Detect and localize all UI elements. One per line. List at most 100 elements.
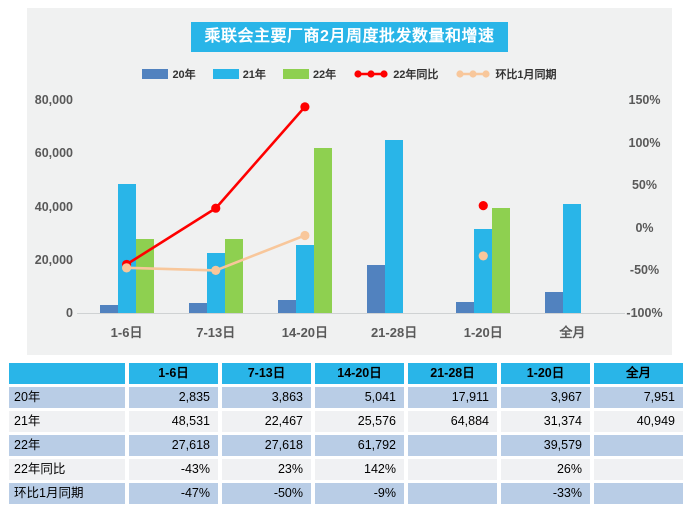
table-cell: 142%: [315, 459, 404, 480]
bar-21年-1-20日: [474, 229, 493, 313]
x-axis-label-21-28日: 21-28日: [370, 325, 418, 340]
bar-21年-全月: [563, 203, 582, 313]
legend-bar-swatch-icon: [282, 69, 309, 79]
table-cell: 23%: [222, 459, 311, 480]
chart-title: 乘联会主要厂商2月周度批发数量和增速: [190, 22, 509, 52]
marker-环比1月同期-7-13日: [211, 265, 221, 275]
legend-label: 21年: [242, 69, 266, 81]
table-cell: -50%: [222, 483, 311, 504]
table-cell: 25,576: [315, 411, 404, 432]
table-cell: 61,792: [315, 435, 404, 456]
table-row: 21年 48,531 22,467 25,576 64,884 31,374 4…: [9, 411, 683, 432]
table-cell: -9%: [315, 483, 404, 504]
table-cell: 3,863: [222, 387, 311, 408]
bar-20年-全月: [545, 291, 564, 313]
marker-22年同比-1-20日: [478, 201, 488, 211]
legend-item: 22年同比: [353, 66, 438, 82]
marker-环比1月同期-1-20日: [478, 251, 488, 261]
chart-legend: 20年 21年 22年 22年同比 环比1月同期: [27, 66, 672, 82]
table-cell: [408, 483, 497, 504]
bar-22年-1-20日: [492, 207, 511, 313]
marker-22年同比-14-20日: [300, 102, 310, 112]
table-row-label: 20年: [9, 387, 125, 408]
left-axis-tick: 0: [66, 306, 73, 320]
table-cell: [594, 483, 683, 504]
legend-label: 22年: [312, 69, 337, 81]
x-axis-label-1-6日: 1-6日: [110, 325, 143, 340]
table-cell: 17,911: [408, 387, 497, 408]
line-series-overlay: [121, 102, 488, 275]
table-cell: 40,949: [594, 411, 683, 432]
plot-area: [82, 100, 617, 313]
table-header-cell: 7-13日: [222, 363, 311, 384]
right-axis-tick: 100%: [628, 135, 661, 150]
legend-line-swatch-icon: [354, 70, 388, 78]
table-header-cell: 1-20日: [501, 363, 590, 384]
marker-22年同比-7-13日: [211, 203, 221, 213]
table-cell: 3,967: [501, 387, 590, 408]
table-cell: -33%: [501, 483, 590, 504]
legend-bar-swatch-icon: [142, 69, 169, 79]
table-cell: 2,835: [129, 387, 218, 408]
table-header-cell: 21-28日: [408, 363, 497, 384]
table-cell: -47%: [129, 483, 218, 504]
right-axis-tick: 150%: [628, 93, 661, 107]
bar-20年-1-20日: [456, 302, 475, 313]
table-header-cell: [9, 363, 125, 384]
x-axis-label-1-20日: 1-20日: [463, 325, 503, 340]
x-axis-label-全月: 全月: [559, 325, 586, 340]
table-cell: 31,374: [501, 411, 590, 432]
left-axis-tick: 20,000: [34, 252, 73, 267]
legend-label: 22年同比: [393, 69, 439, 81]
legend-label: 20年: [172, 69, 196, 81]
legend-item: 22年: [282, 66, 337, 82]
table-header-cell: 1-6日: [129, 363, 218, 384]
right-axis-tick: -50%: [629, 263, 660, 278]
x-axis-label-14-20日: 14-20日: [281, 325, 329, 340]
marker-环比1月同期-1-6日: [121, 263, 132, 273]
table-cell: 5,041: [315, 387, 404, 408]
table-cell: 7,951: [594, 387, 683, 408]
table-row-label: 22年同比: [9, 459, 125, 480]
right-axis-tick: -100%: [626, 306, 663, 320]
table-row: 22年 27,618 27,618 61,792 39,579: [9, 435, 683, 456]
line-环比1月同期: [126, 234, 306, 272]
right-axis-tick: 50%: [631, 178, 658, 193]
bar-21年-21-28日: [385, 140, 404, 313]
line-22年同比: [125, 105, 306, 266]
left-axis-tick: 40,000: [34, 199, 73, 214]
bar-22年-1-6日: [135, 239, 154, 313]
table-row: 环比1月同期 -47% -50% -9% -33%: [9, 483, 683, 504]
table-header-cell: 14-20日: [315, 363, 404, 384]
chart-title-row: 乘联会主要厂商2月周度批发数量和增速: [27, 22, 672, 52]
table-row-label: 22年: [9, 435, 125, 456]
bar-22年-7-13日: [224, 239, 243, 313]
x-axis-line: [77, 313, 625, 314]
legend-label: 环比1月同期: [495, 69, 557, 81]
table-cell: [408, 459, 497, 480]
bar-21年-14-20日: [295, 244, 314, 313]
table-cell: [594, 459, 683, 480]
legend-item: 20年: [142, 66, 196, 82]
bar-20年-1-6日: [99, 305, 118, 313]
table-cell: 27,618: [222, 435, 311, 456]
x-axis-label-7-13日: 7-13日: [196, 325, 236, 340]
summary-table: 1-6日 7-13日 14-20日 21-28日 1-20日 全月 20年 2,…: [5, 360, 687, 507]
table-cell: -43%: [129, 459, 218, 480]
legend-bar-swatch-icon: [212, 69, 239, 79]
table-cell: [408, 435, 497, 456]
table-row-label: 21年: [9, 411, 125, 432]
bar-20年-7-13日: [188, 302, 207, 313]
table-cell: 39,579: [501, 435, 590, 456]
table-cell: 26%: [501, 459, 590, 480]
table-row: 20年 2,835 3,863 5,041 17,911 3,967 7,951: [9, 387, 683, 408]
marker-环比1月同期-14-20日: [300, 230, 310, 241]
bar-21年-1-6日: [117, 183, 136, 313]
legend-item: 环比1月同期: [455, 66, 557, 82]
table-cell: 48,531: [129, 411, 218, 432]
table-header-cell: 全月: [594, 363, 683, 384]
table-cell: [594, 435, 683, 456]
table-row: 22年同比 -43% 23% 142% 26%: [9, 459, 683, 480]
table-cell: 22,467: [222, 411, 311, 432]
bar-20年-14-20日: [277, 299, 296, 313]
